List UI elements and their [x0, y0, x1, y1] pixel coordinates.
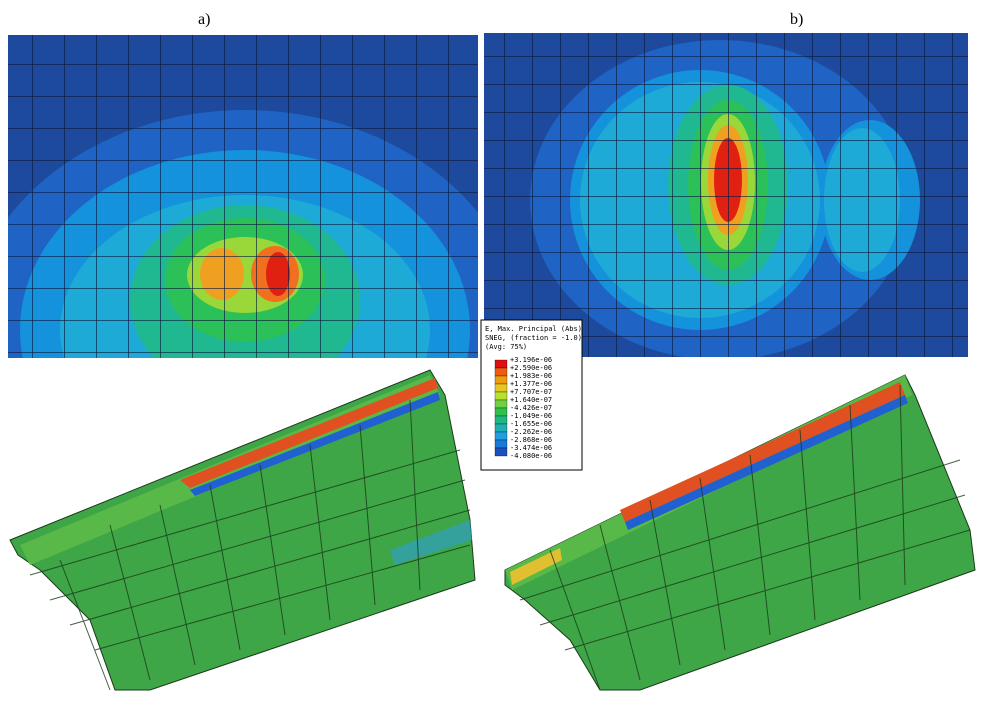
legend-entry: +1.640e-07 [510, 396, 552, 404]
legend-entry: -2.262e-06 [510, 428, 552, 436]
legend-swatch [495, 392, 507, 400]
legend-swatch [495, 384, 507, 392]
legend-swatch [495, 432, 507, 440]
figure: a) b) [0, 0, 986, 707]
legend-swatch [495, 376, 507, 384]
panel-label: b) [790, 11, 803, 28]
legend-title: (Avg: 75%) [485, 343, 527, 351]
legend-entry: +1.983e-06 [510, 372, 552, 380]
legend-entry: +2.590e-06 [510, 364, 552, 372]
legend-entry: -4.080e-06 [510, 452, 552, 460]
legend-entry: +7.707e-07 [510, 388, 552, 396]
legend-swatch [495, 424, 507, 432]
legend-entry: +1.377e-06 [510, 380, 552, 388]
contour-plot-b [484, 33, 968, 360]
legend-entry: +3.196e-06 [510, 356, 552, 364]
legend-swatch [495, 408, 507, 416]
legend-swatch [495, 448, 507, 456]
legend-swatch [495, 416, 507, 424]
legend-entry: -1.049e-06 [510, 412, 552, 420]
legend-entry: -2.868e-06 [510, 436, 552, 444]
legend-entry: -1.655e-06 [510, 420, 552, 428]
legend-swatch [495, 440, 507, 448]
panel-label: a) [198, 11, 210, 28]
legend-title: SNEG, (fraction = -1.0) [485, 334, 582, 342]
legend-swatch [495, 368, 507, 376]
legend-entry: -3.474e-06 [510, 444, 552, 452]
shell-a [10, 370, 475, 690]
legend-entry: -4.426e-07 [510, 404, 552, 412]
legend-title: E, Max. Principal (Abs) [485, 325, 582, 333]
legend-swatch [495, 400, 507, 408]
legend-swatch [495, 360, 507, 368]
